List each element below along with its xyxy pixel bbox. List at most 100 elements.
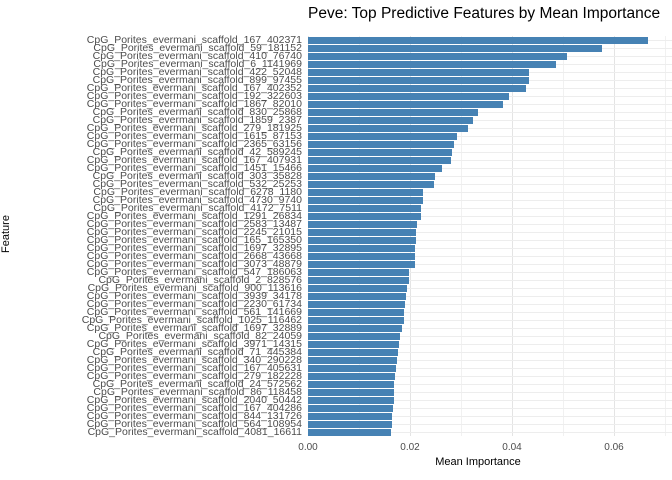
chart-title: Peve: Top Predictive Features by Mean Im…	[308, 5, 661, 22]
bar-CpG_Porites_evermani_scaffold_279_182228	[308, 372, 396, 380]
bar-CpG_Porites_evermani_scaffold_4081_16611	[308, 428, 392, 436]
y-axis-label: CpG_Porites_evermani_scaffold_167_402371	[86, 33, 302, 46]
gridline-category	[308, 256, 672, 257]
gridline-category	[308, 312, 672, 313]
bar-CpG_Porites_evermani_scaffold_2668_43668	[308, 252, 416, 260]
bar-CpG_Porites_evermani_scaffold_3939_34178	[308, 292, 406, 300]
bar-CpG_Porites_evermani_scaffold_2_828576	[308, 276, 409, 284]
y-axis-label: CpG_Porites_evermani_scaffold_422_52048	[92, 65, 302, 78]
y-axis-label: CpG_Porites_evermani_scaffold_4172_7511	[93, 201, 302, 214]
bar-CpG_Porites_evermani_scaffold_82_24059	[308, 332, 400, 340]
gridline-category	[308, 128, 672, 129]
y-axis-label: CpG_Porites_evermani_scaffold_1867_82010	[86, 97, 302, 110]
y-axis-label: CpG_Porites_evermani_scaffold_1025_11646…	[81, 313, 302, 326]
bar-CpG_Porites_evermani_scaffold_1859_2387	[308, 116, 474, 124]
y-axis-label: CpG_Porites_evermani_scaffold_24_572562	[92, 377, 302, 390]
y-axis-label: CpG_Porites_evermani_scaffold_1859_2387	[92, 113, 302, 126]
gridline-category	[308, 280, 672, 281]
y-axis-label: CpG_Porites_evermani_scaffold_6_1141969	[93, 57, 302, 70]
gridline-category	[308, 224, 672, 225]
gridline-category	[308, 112, 672, 113]
gridline-category	[308, 320, 672, 321]
gridline-category	[308, 120, 672, 121]
bar-CpG_Porites_evermani_scaffold_4172_7511	[308, 204, 421, 212]
bar-CpG_Porites_evermani_scaffold_303_35828	[308, 172, 435, 180]
y-axis-label: CpG_Porites_evermani_scaffold_844_131726	[86, 409, 302, 422]
bar-CpG_Porites_evermani_scaffold_2245_21015	[308, 228, 417, 236]
gridline-category	[308, 296, 672, 297]
bar-CpG_Porites_evermani_scaffold_340_290228	[308, 356, 398, 364]
y-axis-label: CpG_Porites_evermani_scaffold_564_108954	[86, 417, 302, 430]
bar-CpG_Porites_evermani_scaffold_165_165350	[308, 236, 416, 244]
gridline-category	[308, 360, 672, 361]
y-axis-label: CpG_Porites_evermani_scaffold_6278_1180	[93, 185, 302, 198]
y-axis-label: CpG_Porites_evermani_scaffold_900_113616	[87, 281, 302, 294]
gridline-category	[308, 240, 672, 241]
bar-CpG_Porites_evermani_scaffold_844_131726	[308, 412, 393, 420]
y-axis-label: CpG_Porites_evermani_scaffold_59_181152	[93, 41, 302, 54]
y-axis-label: CpG_Porites_evermani_scaffold_86_118458	[93, 385, 302, 398]
y-axis-label: CpG_Porites_evermani_scaffold_192_322603	[86, 89, 302, 102]
y-axis-label: CpG_Porites_evermani_scaffold_899_97455	[92, 73, 302, 86]
y-axis-label: CpG_Porites_evermani_scaffold_2040_50442	[86, 393, 302, 406]
gridline-category	[308, 384, 672, 385]
gridline-major-x-0.00	[308, 36, 309, 436]
gridline-category	[308, 304, 672, 305]
bar-CpG_Porites_evermani_scaffold_1697_32889	[308, 324, 402, 332]
bar-CpG_Porites_evermani_scaffold_167_404286	[308, 404, 394, 412]
y-axis-label: CpG_Porites_evermani_scaffold_561_141669	[86, 305, 302, 318]
y-axis-label: CpG_Porites_evermani_scaffold_3939_34178	[86, 289, 302, 302]
bar-CpG_Porites_evermani_scaffold_2583_13487	[308, 220, 418, 228]
gridline-category	[308, 416, 672, 417]
bar-CpG_Porites_evermani_scaffold_561_141669	[308, 308, 404, 316]
gridline-category	[308, 288, 672, 289]
bar-CpG_Porites_evermani_scaffold_564_108954	[308, 420, 393, 428]
bar-CpG_Porites_evermani_scaffold_2040_50442	[308, 396, 394, 404]
bar-CpG_Porites_evermani_scaffold_1615_87153	[308, 132, 457, 140]
y-axis-label: CpG_Porites_evermani_scaffold_167_405631	[86, 361, 302, 374]
y-axis-label: CpG_Porites_evermani_scaffold_1291_26834	[86, 209, 302, 222]
gridline-category	[308, 344, 672, 345]
y-axis-label: CpG_Porites_evermani_scaffold_2668_43668	[86, 249, 302, 262]
gridline-category	[308, 232, 672, 233]
bar-CpG_Porites_evermani_scaffold_6278_1180	[308, 188, 423, 196]
bar-CpG_Porites_evermani_scaffold_2230_61734	[308, 300, 405, 308]
bar-CpG_Porites_evermani_scaffold_1697_32895	[308, 244, 416, 252]
y-axis-label: CpG_Porites_evermani_scaffold_830_25868	[92, 105, 302, 118]
y-axis-label: CpG_Porites_evermani_scaffold_71_445384	[92, 345, 302, 358]
y-axis-label: CpG_Porites_evermani_scaffold_303_35828	[92, 169, 302, 182]
bar-CpG_Porites_evermani_scaffold_899_97455	[308, 76, 529, 84]
gridline-category	[308, 208, 672, 209]
bar-CpG_Porites_evermani_scaffold_1025_116462	[308, 316, 404, 324]
x-tick-0.04: 0.04	[502, 442, 522, 453]
bar-CpG_Porites_evermani_scaffold_24_572562	[308, 380, 395, 388]
bar-CpG_Porites_evermani_scaffold_59_181152	[308, 44, 602, 52]
bar-CpG_Porites_evermani_scaffold_3971_14315	[308, 340, 399, 348]
gridline-category	[308, 328, 672, 329]
y-axis-label: CpG_Porites_evermani_scaffold_165_165350	[86, 233, 302, 246]
x-tick-0.02: 0.02	[400, 442, 420, 453]
x-tick-0.06: 0.06	[604, 442, 624, 453]
gridline-category	[308, 352, 672, 353]
y-axis-label: CpG_Porites_evermani_scaffold_532_25253	[92, 177, 302, 190]
bar-CpG_Porites_evermani_scaffold_86_118458	[308, 388, 394, 396]
bar-CpG_Porites_evermani_scaffold_1291_26834	[308, 212, 421, 220]
gridline-major-x-0.06	[614, 36, 615, 436]
gridline-minor-x-0.07	[665, 36, 666, 436]
gridline-major-x-0.02	[410, 36, 411, 436]
gridline-category	[308, 248, 672, 249]
y-axis-label: CpG_Porites_evermani_scaffold_42_589245	[92, 145, 302, 158]
bar-CpG_Porites_evermani_scaffold_547_186063	[308, 268, 409, 276]
gridline-major-x-0.04	[512, 36, 513, 436]
gridline-category	[308, 160, 672, 161]
bar-CpG_Porites_evermani_scaffold_167_405631	[308, 364, 396, 372]
y-axis-label: CpG_Porites_evermani_scaffold_279_182228	[86, 369, 302, 382]
x-axis-title: Mean Importance	[435, 456, 521, 468]
gridline-category	[308, 408, 672, 409]
y-axis-label: CpG_Porites_evermani_scaffold_410_76740	[92, 49, 302, 62]
y-axis-label: CpG_Porites_evermani_scaffold_3073_48879	[86, 257, 302, 270]
y-axis-label: CpG_Porites_evermani_scaffold_2365_63156	[86, 137, 302, 150]
y-axis-label: CpG_Porites_evermani_scaffold_1451_15466	[86, 161, 302, 174]
gridline-category	[308, 368, 672, 369]
